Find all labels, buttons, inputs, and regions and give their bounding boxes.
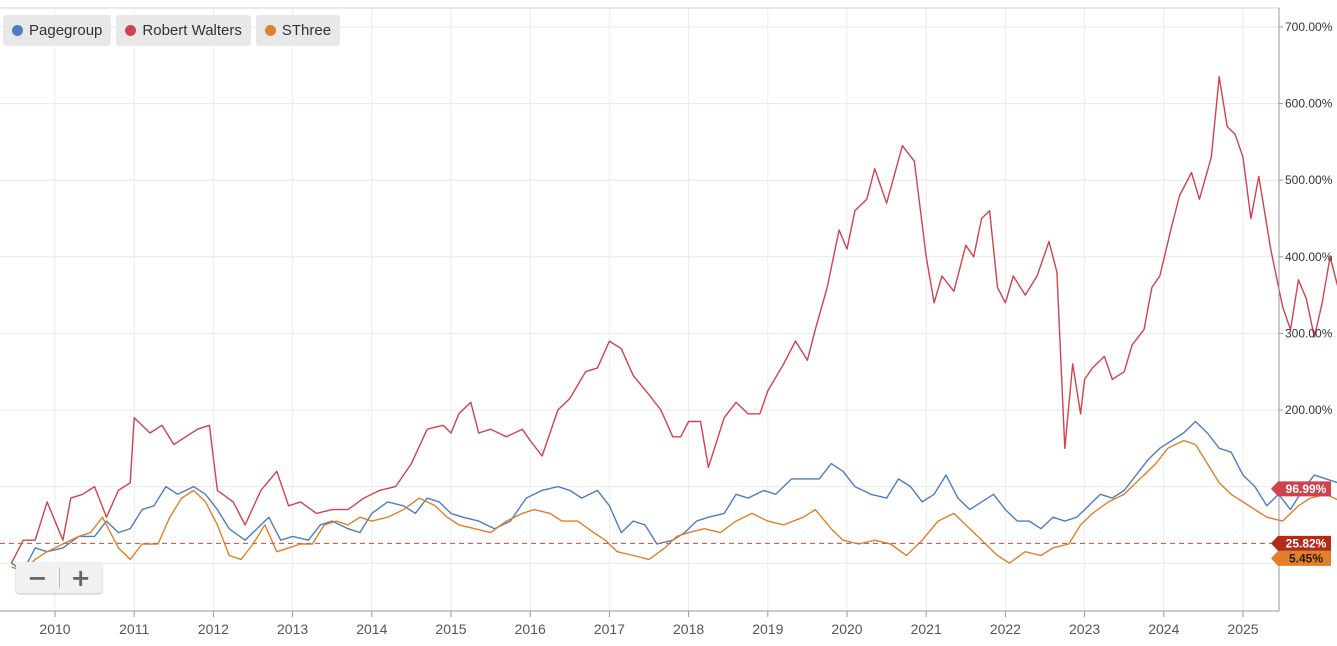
series-line-pagegroup	[11, 420, 1337, 572]
x-tick-label: 2022	[990, 621, 1021, 637]
series-lines	[10, 76, 1337, 572]
series-line-sthree	[11, 439, 1337, 572]
legend-item-robert-walters[interactable]: Robert Walters	[116, 15, 251, 46]
x-tick-label: 2015	[435, 621, 466, 637]
x-tick-label: 2024	[1148, 621, 1179, 637]
x-tick-label: 2021	[911, 621, 942, 637]
axes	[0, 7, 1280, 612]
x-tick-label: 2010	[39, 621, 70, 637]
x-tick-label: 2019	[752, 621, 783, 637]
y-tick-label: 700.00%	[1285, 20, 1333, 34]
end-value-label: 5.45%	[1289, 551, 1323, 565]
x-tick-label: 2016	[515, 621, 546, 637]
zoom-controls: − +	[16, 562, 102, 593]
y-tick-label: 200.00%	[1285, 403, 1333, 417]
legend-item-sthree[interactable]: SThree	[255, 15, 341, 46]
x-tick-label: 2017	[594, 621, 625, 637]
y-tick-label: 500.00%	[1285, 173, 1333, 187]
x-tick-label: 2013	[277, 621, 308, 637]
x-tick-label: 2011	[119, 621, 149, 637]
end-flag-robert-walters	[1271, 481, 1331, 497]
legend-dot-icon	[12, 25, 23, 36]
y-tick-label: 300.00%	[1285, 326, 1333, 340]
end-value-label: 25.82%	[1286, 536, 1327, 550]
zoom-divider	[58, 567, 60, 588]
x-tick-label: 2018	[673, 621, 704, 637]
zoom-out-button[interactable]: −	[27, 563, 48, 592]
legend: Pagegroup Robert Walters SThree	[3, 15, 341, 46]
x-axis-ticks: 2010 2011 2012 2013 2014 2015 2016 2017 2018 2019…	[39, 611, 1259, 637]
legend-item-pagegroup[interactable]: Pagegroup	[3, 15, 112, 46]
y-axis-ticks: 200.00% 300.00% 400.00% 500.00% 600.00% 700.0…	[1279, 20, 1333, 417]
x-tick-label: 2025	[1227, 621, 1258, 637]
x-tick-label: 2023	[1069, 621, 1100, 637]
legend-label: Pagegroup	[29, 22, 103, 39]
legend-dot-icon	[125, 25, 137, 36]
grid-lines	[0, 8, 1279, 611]
series-line-robert-walters	[10, 76, 1337, 564]
x-tick-label: 2014	[356, 621, 387, 637]
legend-label: SThree	[281, 22, 332, 39]
end-flag-sthree	[1271, 550, 1331, 566]
legend-dot-icon	[264, 25, 276, 36]
legend-label: Robert Walters	[142, 22, 242, 39]
x-tick-label: 2012	[198, 621, 229, 637]
y-tick-label: 600.00%	[1285, 97, 1333, 111]
zoom-in-button[interactable]: +	[70, 563, 91, 592]
end-value-flags: 96.99% 25.82%5.45%	[1271, 481, 1331, 566]
x-tick-label: 2020	[831, 621, 862, 637]
end-value-label: 96.99%	[1286, 482, 1327, 496]
y-tick-label: 400.00%	[1285, 250, 1333, 264]
end-flag-pagegroup	[1271, 535, 1331, 551]
